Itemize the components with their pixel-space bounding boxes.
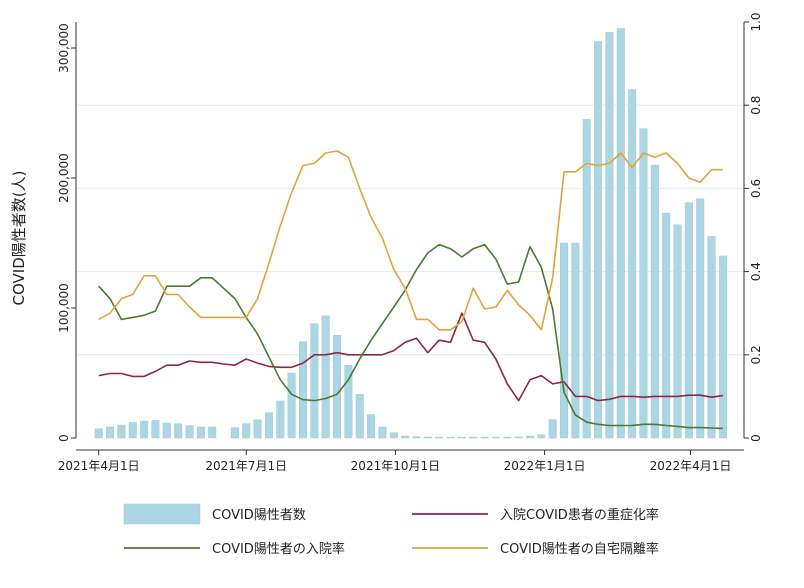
axes: 0 100,000 200,000 300,000 0 0.2 0.4 0.6 0.8 1.0 20…	[57, 12, 763, 473]
x-tick-label: 2021年7月1日	[205, 459, 287, 473]
bar	[514, 436, 523, 439]
legend-label: COVID陽性者数	[212, 508, 306, 523]
bar	[253, 419, 262, 439]
bar	[298, 341, 307, 439]
bar	[491, 436, 500, 439]
severe-rate-line	[98, 312, 724, 402]
y-left-tick-label: 0	[57, 434, 71, 442]
bar	[616, 28, 625, 439]
bar	[548, 419, 557, 439]
bar	[718, 255, 727, 439]
bar	[378, 426, 387, 439]
bar	[185, 425, 194, 439]
bar	[106, 426, 115, 439]
bar	[230, 427, 239, 439]
bar	[684, 202, 693, 439]
bar	[151, 420, 160, 439]
home-isolation-rate-line	[98, 150, 723, 331]
legend-label: 入院COVID患者の重症化率	[500, 507, 659, 523]
bar	[423, 436, 432, 439]
bar	[650, 164, 659, 439]
x-tick-label: 2022年4月1日	[650, 459, 732, 473]
legend-swatch-bar	[123, 503, 201, 525]
y-left-tick-label: 300,000	[57, 23, 71, 73]
bar-series	[94, 28, 727, 439]
legend-label: COVID陽性者の自宅隔離率	[500, 541, 659, 557]
y-right-tick-label: 0.6	[749, 179, 763, 198]
bar	[582, 119, 591, 439]
y-left-tick-label: 200,000	[57, 153, 71, 203]
bar	[412, 436, 421, 439]
bar	[639, 128, 648, 439]
bar	[594, 41, 603, 439]
bar	[696, 198, 705, 439]
bar	[367, 414, 376, 439]
bar	[401, 435, 410, 439]
bar	[435, 436, 444, 439]
bar	[525, 435, 534, 439]
bar	[196, 426, 205, 439]
bar	[344, 364, 353, 439]
x-tick-label: 2022年1月1日	[504, 459, 586, 473]
y-right-tick-label: 0.4	[749, 262, 763, 281]
bar	[264, 412, 273, 439]
bar	[355, 394, 364, 439]
bar	[560, 242, 569, 439]
bar	[628, 89, 637, 439]
bar	[276, 400, 285, 439]
legend: COVID陽性者数 入院COVID患者の重症化率 COVID陽性者の入院率 COVID…	[123, 503, 659, 557]
legend-label: COVID陽性者の入院率	[212, 541, 345, 557]
bar	[469, 436, 478, 439]
bar	[242, 423, 251, 439]
y-left-tick-label: 100,000	[57, 283, 71, 333]
y-axis-left-label: COVID陽性者数(人)	[10, 171, 28, 306]
bar	[707, 236, 716, 439]
bar	[537, 434, 546, 439]
x-tick-label: 2021年10月1日	[351, 459, 440, 473]
bar	[457, 436, 466, 439]
bar	[662, 212, 671, 439]
bar	[605, 32, 614, 439]
bar	[140, 420, 149, 439]
bar	[673, 224, 682, 439]
bar	[480, 436, 489, 439]
bar	[94, 428, 103, 439]
bar	[333, 335, 342, 439]
bar	[128, 422, 137, 439]
hospitalization-rate-line	[98, 243, 723, 430]
bar	[503, 436, 512, 439]
x-tick-label: 2021年4月1日	[58, 459, 140, 473]
bar	[162, 422, 171, 439]
y-right-tick-label: 0	[749, 434, 763, 442]
bar	[446, 436, 455, 439]
y-right-tick-label: 0.8	[749, 96, 763, 115]
y-right-tick-label: 1.0	[749, 12, 763, 31]
bar	[208, 426, 217, 439]
bar	[321, 315, 330, 439]
bar	[287, 372, 296, 439]
line-series	[98, 150, 724, 430]
bar	[571, 242, 580, 439]
y-right-tick-label: 0.2	[749, 345, 763, 364]
bar	[310, 323, 319, 439]
bar	[389, 432, 398, 439]
bar	[174, 423, 183, 439]
bar	[117, 424, 126, 439]
